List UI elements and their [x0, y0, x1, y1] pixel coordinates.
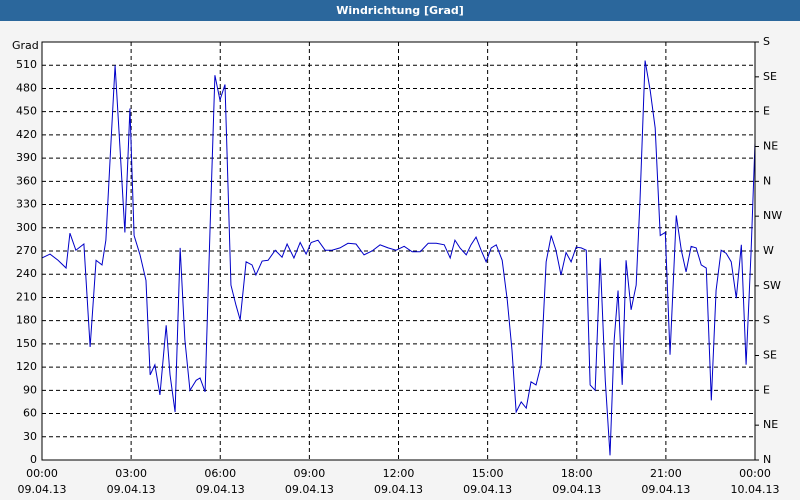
- y-tick-label: 270: [16, 244, 37, 257]
- x-tick-label: 00:00: [739, 467, 771, 480]
- y2-tick-label: NE: [763, 418, 778, 431]
- y-axis-label: Grad: [12, 39, 39, 52]
- x-tick-sublabel: 09.04.13: [107, 483, 156, 496]
- y-tick-label: 30: [23, 430, 37, 443]
- y2-tick-label: E: [763, 383, 770, 396]
- y2-tick-label: SW: [763, 279, 781, 292]
- x-tick-label: 15:00: [472, 467, 504, 480]
- y-tick-label: 420: [16, 128, 37, 141]
- y-tick-label: 390: [16, 151, 37, 164]
- y2-tick-label: S: [763, 35, 770, 48]
- y-tick-label: 360: [16, 174, 37, 187]
- y-tick-label: 240: [16, 267, 37, 280]
- x-tick-label: 21:00: [650, 467, 682, 480]
- y2-tick-label: NW: [763, 209, 782, 222]
- y-tick-label: 480: [16, 81, 37, 94]
- x-tick-sublabel: 09.04.13: [196, 483, 245, 496]
- x-tick-label: 18:00: [561, 467, 593, 480]
- y2-tick-label: SE: [763, 70, 777, 83]
- y-tick-label: 60: [23, 407, 37, 420]
- plot: [41, 42, 756, 461]
- y-tick-label: 210: [16, 290, 37, 303]
- x-tick-sublabel: 09.04.13: [641, 483, 690, 496]
- y2-tick-label: NE: [763, 140, 778, 153]
- y-tick-label: 120: [16, 360, 37, 373]
- y-tick-label: 90: [23, 383, 37, 396]
- x-tick-sublabel: 09.04.13: [18, 483, 67, 496]
- x-tick-sublabel: 09.04.13: [374, 483, 423, 496]
- data-line: [41, 60, 756, 456]
- y-tick-label: 180: [16, 314, 37, 327]
- y-tick-label: 0: [30, 453, 37, 466]
- y-tick-label: 510: [16, 58, 37, 71]
- y-tick-label: 300: [16, 221, 37, 234]
- y-tick-label: 450: [16, 105, 37, 118]
- y-tick-label: 150: [16, 337, 37, 350]
- x-tick-label: 12:00: [383, 467, 415, 480]
- y2-tick-label: W: [763, 244, 774, 257]
- x-tick-sublabel: 09.04.13: [552, 483, 601, 496]
- x-tick-sublabel: 10.04.13: [731, 483, 780, 496]
- x-tick-sublabel: 09.04.13: [463, 483, 512, 496]
- x-tick-sublabel: 09.04.13: [285, 483, 334, 496]
- chart-title: Windrichtung [Grad]: [336, 4, 464, 17]
- y2-tick-label: S: [763, 314, 770, 327]
- y2-tick-label: E: [763, 105, 770, 118]
- x-tick-label: 03:00: [115, 467, 147, 480]
- y2-tick-label: SE: [763, 349, 777, 362]
- y2-tick-label: N: [763, 453, 771, 466]
- y2-tick-label: N: [763, 174, 771, 187]
- y-tick-label: 330: [16, 198, 37, 211]
- title-bar: [0, 0, 800, 21]
- x-tick-label: 06:00: [204, 467, 236, 480]
- x-tick-label: 09:00: [294, 467, 326, 480]
- x-tick-label: 00:00: [26, 467, 58, 480]
